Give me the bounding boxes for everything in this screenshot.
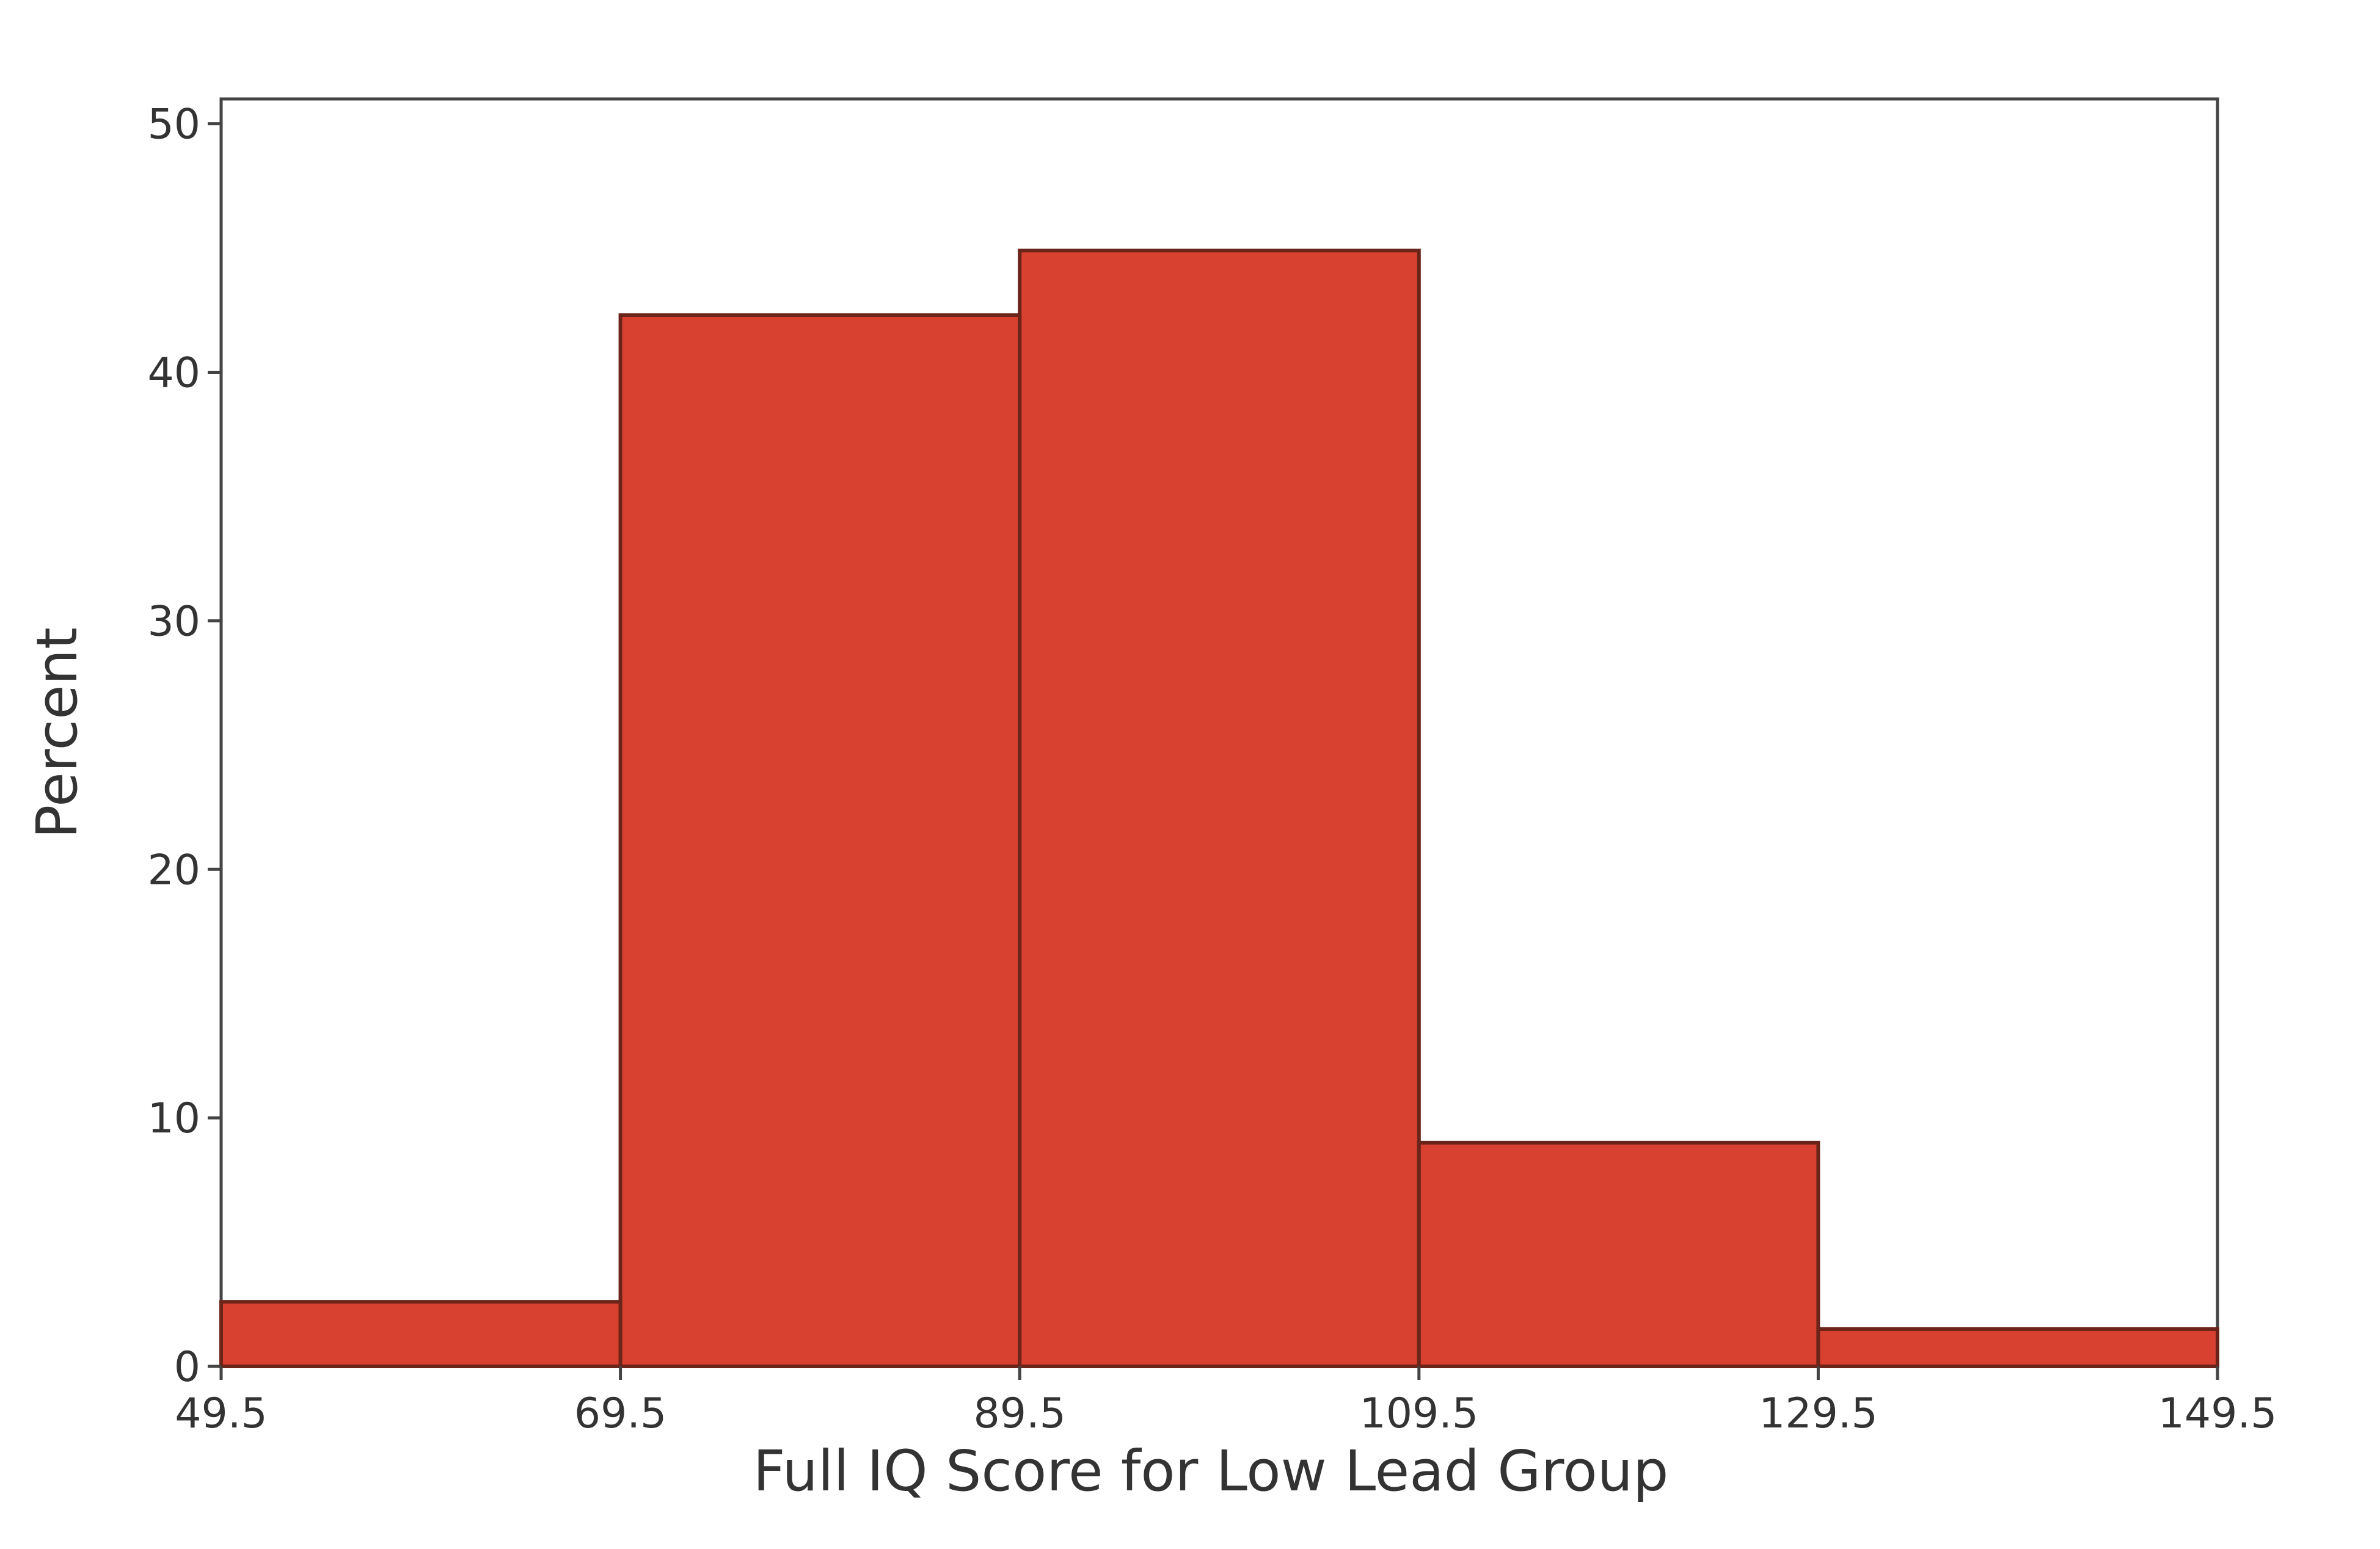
bar bbox=[618, 313, 1022, 1368]
y-axis-label: Percent bbox=[24, 627, 90, 839]
y-tick-label: 0 bbox=[174, 1343, 200, 1391]
bar bbox=[219, 1300, 622, 1368]
x-tick-label: 89.5 bbox=[973, 1390, 1065, 1438]
y-tick-label: 20 bbox=[147, 846, 200, 894]
x-tick-label: 49.5 bbox=[175, 1390, 267, 1438]
x-tick-label: 109.5 bbox=[1359, 1390, 1478, 1438]
x-tick-label: 129.5 bbox=[1759, 1390, 1878, 1438]
bar bbox=[1018, 249, 1421, 1368]
bar bbox=[1816, 1327, 2219, 1369]
x-tick-label: 149.5 bbox=[2158, 1390, 2277, 1438]
x-tick-label: 69.5 bbox=[574, 1390, 666, 1438]
y-tick-label: 10 bbox=[147, 1095, 200, 1143]
y-tick-label: 40 bbox=[147, 349, 200, 398]
y-tick-label: 30 bbox=[147, 597, 200, 646]
x-axis-label: Full IQ Score for Low Lead Group bbox=[753, 1438, 1669, 1504]
y-tick-label: 50 bbox=[147, 101, 200, 149]
bar bbox=[1417, 1140, 1820, 1368]
